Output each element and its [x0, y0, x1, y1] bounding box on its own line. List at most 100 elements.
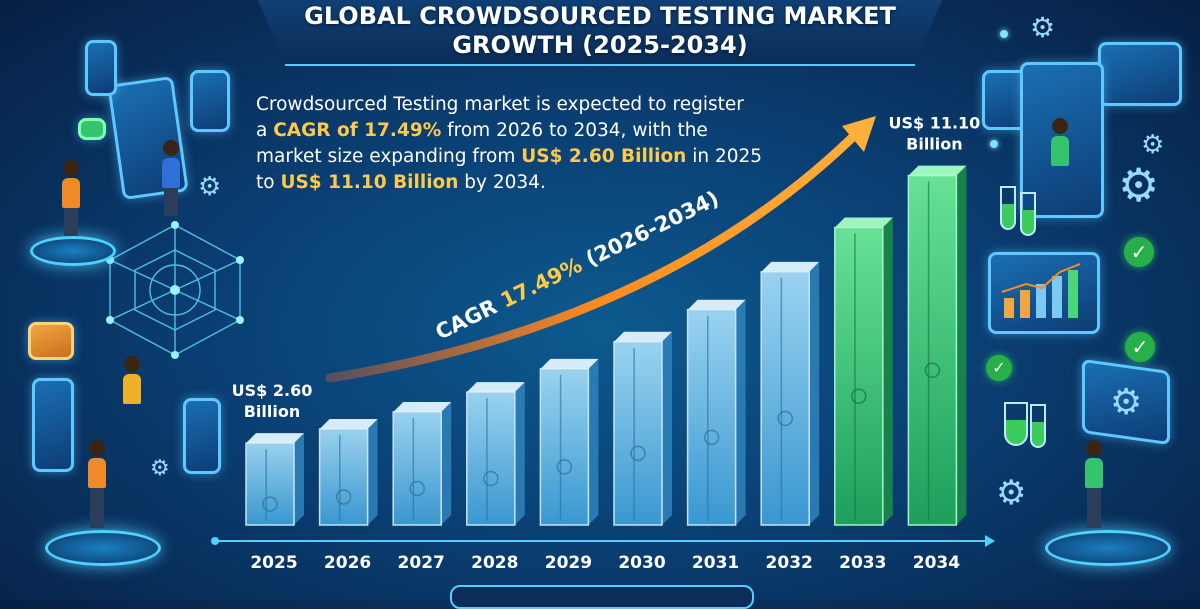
- person-icon: [64, 208, 78, 236]
- person-icon: [88, 458, 106, 488]
- bar-ring: [335, 489, 352, 505]
- data-label: Billion: [906, 135, 963, 154]
- bar-side: [809, 261, 820, 525]
- bar-top: [540, 358, 599, 369]
- node-dot: [990, 140, 998, 148]
- x-tick-label: 2033: [839, 553, 886, 573]
- desc-line-4: to US$ 11.10 Billion by 2034.: [256, 172, 546, 193]
- x-tick-label: 2028: [471, 553, 518, 573]
- chart-title: GLOBAL CROWDSOURCED TESTING MARKET GROWT…: [258, 2, 942, 60]
- bar-front: [686, 308, 737, 526]
- bar-top: [393, 401, 452, 412]
- phone-icon: [183, 398, 221, 474]
- bar-ring: [483, 470, 499, 487]
- bar-front: [466, 391, 516, 526]
- person-icon: [123, 374, 141, 404]
- data-labels-group: US$ 2.60 Billion US$ 11.10 Billion: [232, 114, 981, 422]
- bar-side: [735, 299, 746, 525]
- bar-ring: [851, 388, 867, 405]
- person-icon: [1086, 440, 1102, 456]
- bar-top: [246, 433, 304, 444]
- phone-icon: [32, 378, 74, 472]
- bars-group: [245, 165, 967, 526]
- footer-ribbon: [450, 585, 754, 609]
- cagr-highlight: CAGR of 17.49%: [273, 120, 442, 141]
- bar-top: [687, 299, 746, 310]
- network-globe-icon: [106, 221, 244, 359]
- bar-side: [956, 165, 967, 525]
- x-tick-label: 2027: [398, 553, 445, 573]
- bar-ring: [409, 480, 425, 497]
- cagr-period: (2026-2034): [575, 186, 722, 274]
- bar-top: [319, 418, 378, 429]
- x-axis: 2025 2026 2027 2028 2029 2030 2031 2032 2033 2034: [211, 535, 995, 573]
- bar-ring: [924, 362, 941, 379]
- bar-ring: [703, 429, 720, 446]
- growth-arrow: [325, 123, 867, 383]
- bar-front: [245, 442, 295, 526]
- gear-icon: ⚙: [150, 456, 170, 481]
- axis-start-dot: [211, 537, 219, 545]
- flask-icon: [1030, 404, 1046, 448]
- bar-ring: [262, 496, 278, 512]
- x-tick-label: 2026: [324, 553, 371, 573]
- gear-icon: ⚙: [1110, 382, 1143, 423]
- gear-icon: ⚙: [1030, 11, 1056, 44]
- bar-front: [539, 368, 590, 526]
- end-value-highlight: US$ 11.10 Billion: [280, 172, 459, 193]
- person-icon: [90, 488, 104, 528]
- bar-front: [318, 428, 369, 526]
- platform-icon: [30, 236, 116, 266]
- bar-top: [908, 165, 967, 176]
- check-icon: ✓: [986, 355, 1012, 381]
- title-line-1: GLOBAL CROWDSOURCED TESTING MARKET: [304, 2, 896, 30]
- title-line-2: GROWTH (2025-2034): [452, 31, 748, 59]
- desc-line-2: a CAGR of 17.49% from 2026 to 2034, with…: [256, 120, 708, 141]
- bar-side: [588, 358, 599, 525]
- bar-top: [466, 382, 525, 393]
- bar-2031: [686, 299, 746, 526]
- person-icon: [1087, 488, 1101, 528]
- bar-2027: [392, 401, 452, 526]
- bar-top: [834, 217, 893, 228]
- check-icon: ✓: [1124, 237, 1154, 267]
- bar-2026: [318, 418, 378, 526]
- person-icon: [1085, 458, 1103, 488]
- x-tick-label: 2031: [692, 553, 739, 573]
- bar-front: [907, 174, 958, 526]
- data-label: Billion: [244, 402, 301, 421]
- bar-2032: [760, 261, 820, 526]
- bar-ring: [630, 445, 646, 462]
- x-tick-label: 2030: [618, 553, 665, 573]
- flask-icon: [1000, 186, 1016, 230]
- flask-icon: [1020, 192, 1036, 236]
- x-tick-label: 2025: [250, 553, 297, 573]
- growth-arrowhead: [842, 116, 876, 152]
- market-description: Crowdsourced Testing market is expected …: [256, 92, 856, 196]
- bar-front: [613, 341, 663, 526]
- gear-icon: ⚙: [996, 473, 1027, 513]
- bar-side: [367, 418, 378, 525]
- x-tick-label: 2032: [766, 553, 813, 573]
- bar-2029: [539, 358, 599, 526]
- bar-2033: [834, 217, 893, 526]
- bar-side: [662, 331, 672, 525]
- gear-icon: ⚙: [1141, 130, 1165, 160]
- mini-bar-chart-icon: [1001, 263, 1081, 318]
- start-value-highlight: US$ 2.60 Billion: [521, 146, 687, 167]
- person-icon: [62, 178, 80, 208]
- person-icon: [163, 140, 179, 156]
- bar-ring: [777, 410, 793, 427]
- platform-icon: [45, 530, 161, 566]
- person-icon: [1052, 118, 1068, 134]
- axis-arrowhead: [985, 535, 995, 547]
- bar-2030: [613, 331, 672, 526]
- data-label: US$ 2.60: [232, 381, 313, 400]
- person-icon: [124, 356, 140, 372]
- person-icon: [63, 160, 79, 176]
- desc-line-3: market size expanding from US$ 2.60 Bill…: [256, 146, 763, 167]
- x-tick-label: 2034: [913, 553, 960, 573]
- person-icon: [89, 440, 105, 456]
- bar-side: [441, 401, 452, 525]
- flask-icon: [1004, 402, 1028, 446]
